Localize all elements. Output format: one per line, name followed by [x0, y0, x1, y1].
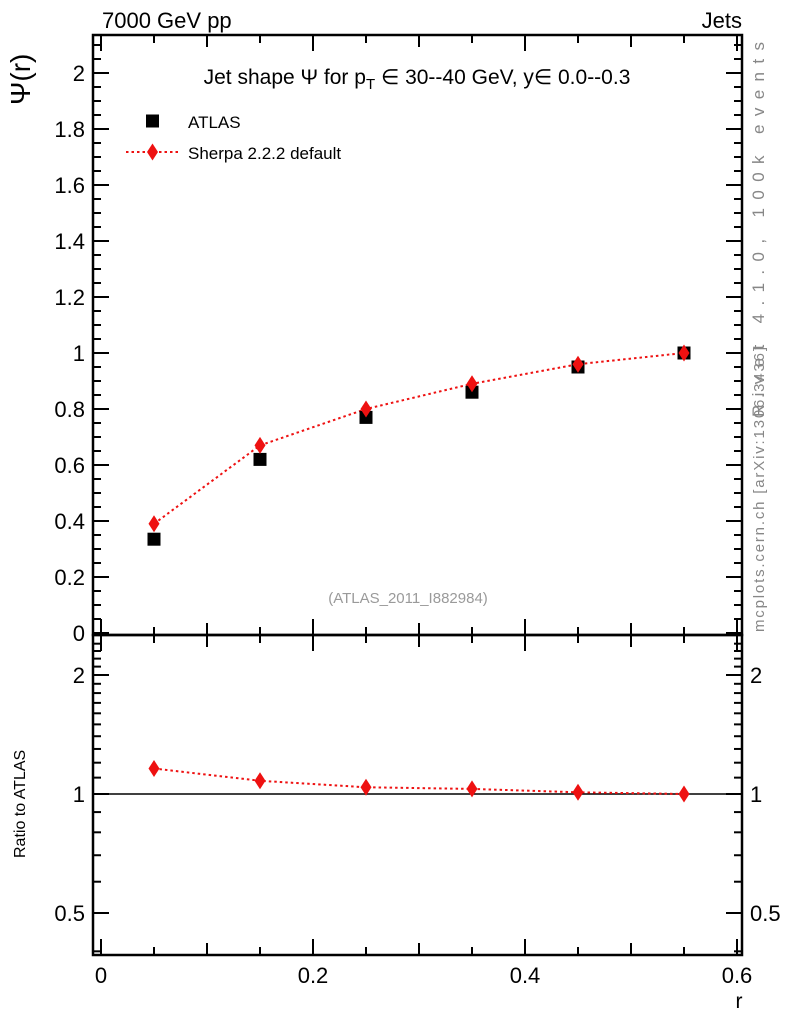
data-point-sherpa [466, 375, 478, 393]
data-point-sherpa [148, 760, 160, 778]
data-point-sherpa [360, 778, 372, 796]
sherpa-line-main [153, 352, 685, 525]
main-y-tick-label: 1 [73, 341, 85, 366]
chart-layer: 0 0.2 0.4 0.6 0 0.2 0.4 0.6 0.8 1 1.2 1.4 1.6 1.8 2 0.5… [54, 33, 781, 988]
x-tick-label: 0 [95, 963, 107, 988]
legend: ATLAS Sherpa 2.2.2 default [126, 113, 341, 163]
ratio-y-tick-label-right: 2 [750, 663, 762, 688]
sherpa-line-ratio [153, 767, 685, 795]
main-y-tick-label: 1.6 [54, 173, 85, 198]
ratio-y-tick-label-right: 0.5 [750, 901, 781, 926]
plot-title: Jet shape Ψ for pT ∈ 30--40 GeV, y∈ 0.0-… [204, 66, 631, 93]
legend-marker-atlas-square [146, 114, 159, 128]
x-tick-label: 0.4 [510, 963, 541, 988]
mcplots-arxiv-note: mcplots.cern.ch [arXiv:1306.3436] [751, 347, 768, 632]
main-y-tick-label: 0.8 [54, 397, 85, 422]
ratio-y-tick-label-left: 0.5 [54, 901, 85, 926]
data-point-sherpa [254, 772, 266, 790]
main-y-tick-label: 0.6 [54, 453, 85, 478]
data-point-sherpa [572, 355, 584, 373]
data-point-sherpa [148, 515, 160, 533]
data-point-sherpa [678, 344, 690, 362]
legend-label-atlas: ATLAS [188, 113, 241, 132]
main-y-tick-label: 2 [73, 61, 85, 86]
main-y-tick-label: 0 [73, 621, 85, 646]
data-point-sherpa [678, 785, 690, 803]
main-y-tick-label: 0.2 [54, 565, 85, 590]
ratio-panel-frame [91, 633, 744, 957]
ratio-y-tick-label-right: 1 [750, 782, 762, 807]
x-tick-label: 0.6 [722, 963, 753, 988]
data-point-atlas [253, 452, 267, 466]
x-tick-label: 0.2 [298, 963, 329, 988]
beam-energy-label: 7000 GeV pp [102, 8, 232, 33]
analysis-group-label: Jets [702, 8, 742, 33]
data-point-sherpa [466, 780, 478, 798]
data-point-sherpa [572, 783, 584, 801]
data-point-sherpa [360, 400, 372, 418]
data-point-atlas [147, 532, 161, 546]
main-y-tick-label: 1.8 [54, 117, 85, 142]
ratio-y-tick-label-left: 2 [73, 663, 85, 688]
legend-label-sherpa: Sherpa 2.2.2 default [188, 144, 341, 163]
x-axis-title: r [736, 990, 743, 1013]
main-y-tick-label: 1.2 [54, 285, 85, 310]
main-y-tick-label: 0.4 [54, 509, 85, 534]
legend-marker-sherpa-diamond [147, 143, 158, 161]
ratio-y-axis-title: Ratio to ATLAS [12, 750, 29, 858]
main-y-axis-title: Ψ(r) [5, 54, 36, 105]
ratio-y-tick-label-left: 1 [73, 782, 85, 807]
analysis-id-watermark: (ATLAS_2011_I882984) [328, 590, 488, 607]
main-y-tick-label: 1.4 [54, 229, 85, 254]
data-point-sherpa [254, 436, 266, 454]
